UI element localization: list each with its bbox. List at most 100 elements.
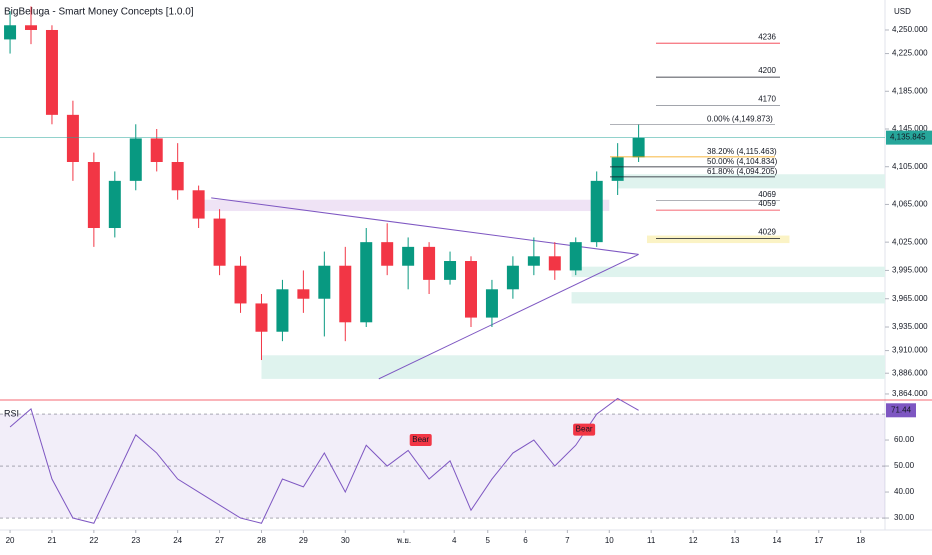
- candle-body: [234, 265, 247, 304]
- last-price-box: [886, 130, 932, 145]
- x-tick-label: 4: [452, 536, 457, 545]
- candle-body: [423, 246, 436, 280]
- x-tick-label: 30: [341, 536, 350, 545]
- level-label: 4236: [758, 32, 776, 41]
- zone: [261, 355, 885, 379]
- candle-body: [318, 265, 331, 299]
- y-tick-label: 3,995.000: [892, 266, 928, 275]
- candle-body: [150, 138, 163, 162]
- zone: [617, 174, 885, 189]
- last-value-box: [886, 403, 916, 418]
- candle-body: [402, 246, 415, 266]
- candle-body: [297, 289, 310, 299]
- candle-body: [339, 265, 352, 323]
- y-tick-label: 3,864.000: [892, 389, 928, 398]
- x-tick-label: พ.ย.: [397, 536, 411, 545]
- candle-body: [255, 303, 268, 332]
- annotation-label: Bear: [412, 435, 429, 444]
- candle-body: [276, 289, 289, 332]
- zone: [646, 235, 790, 244]
- candle-body: [464, 261, 477, 318]
- level-label: 4059: [758, 199, 776, 208]
- y-tick-label: 4,225.000: [892, 49, 928, 58]
- candle-body: [506, 265, 519, 290]
- x-tick-label: 12: [689, 536, 698, 545]
- candle-body: [87, 161, 100, 229]
- level-label: 4069: [758, 190, 776, 199]
- candle-body: [171, 161, 184, 191]
- x-tick-label: 20: [6, 536, 15, 545]
- annotation-box: [409, 434, 432, 447]
- rsi-title: RSI: [4, 408, 19, 418]
- candle-body: [569, 242, 582, 271]
- x-tick-label: 10: [605, 536, 614, 545]
- candle-body: [632, 137, 645, 158]
- candle-body: [548, 256, 561, 271]
- x-tick-label: 28: [257, 536, 266, 545]
- currency: USD: [894, 7, 911, 16]
- level-label: 4170: [758, 95, 776, 104]
- candle-body: [213, 218, 226, 266]
- y-tick-label: 3,965.000: [892, 294, 928, 303]
- candle-body: [444, 261, 457, 280]
- x-tick-label: 24: [173, 536, 182, 545]
- y-tick-label: 4,250.000: [892, 25, 928, 34]
- y-tick-label: 4,185.000: [892, 86, 928, 95]
- x-tick-label: 29: [299, 536, 308, 545]
- y-tick-label: 3,935.000: [892, 322, 928, 331]
- x-tick-label: 14: [772, 536, 781, 545]
- y-tick-label: 4,145.000: [892, 124, 928, 133]
- x-tick-label: 11: [647, 536, 656, 545]
- level-label: 4200: [758, 66, 776, 75]
- candle-body: [527, 256, 540, 266]
- zone: [571, 292, 885, 304]
- candle-body: [129, 138, 142, 181]
- last-price-label: 4,135.845: [890, 133, 926, 142]
- fib-label: 61.80% (4,094.205): [707, 167, 778, 176]
- x-tick-label: 23: [131, 536, 140, 545]
- y-tick-label: 3,910.000: [892, 346, 928, 355]
- x-tick-label: 5: [486, 536, 491, 545]
- y-tick-label: 4,025.000: [892, 237, 928, 246]
- candle-body: [108, 180, 121, 229]
- x-tick-label: 7: [565, 536, 570, 545]
- y-tick-label: 40.00: [894, 487, 915, 496]
- candle-body: [25, 25, 38, 30]
- candle-body: [4, 25, 17, 40]
- rsi-band-fill: [0, 414, 885, 519]
- candle-body: [590, 180, 603, 243]
- fib-label: 50.00% (4,104.834): [707, 157, 778, 166]
- x-tick-label: 18: [856, 536, 865, 545]
- y-tick-label: 30.00: [894, 513, 915, 522]
- x-tick-label: 22: [89, 536, 98, 545]
- y-tick-label: 4,065.000: [892, 200, 928, 209]
- zone: [571, 266, 885, 278]
- rsi-line: [9, 397, 639, 524]
- y-tick-label: 50.00: [894, 461, 915, 470]
- y-tick-label: 3,886.000: [892, 368, 928, 377]
- fib-label: 38.20% (4,115.463): [707, 147, 777, 156]
- x-tick-label: 17: [814, 536, 823, 545]
- last-value-label: 71.44: [891, 405, 912, 414]
- fib-label: 0.00% (4,149.873): [707, 115, 773, 124]
- candle-body: [381, 242, 394, 266]
- annotation-box: [573, 423, 596, 436]
- chart-title: BigBeluga - Smart Money Concepts [1.0.0]: [4, 7, 194, 18]
- candle-body: [360, 242, 373, 323]
- candle-body: [45, 29, 58, 115]
- x-tick-label: 6: [523, 536, 528, 545]
- y-tick-label: 60.00: [894, 435, 915, 444]
- y-tick-label: 4,105.000: [892, 162, 928, 171]
- zone: [202, 199, 610, 212]
- x-tick-label: 21: [48, 536, 57, 545]
- candle-body: [485, 289, 498, 318]
- candle-body: [66, 114, 79, 162]
- trendline: [378, 253, 639, 380]
- candle-body: [192, 190, 205, 219]
- x-tick-label: 27: [215, 536, 224, 545]
- annotation-label: Bear: [576, 425, 593, 434]
- candle-body: [611, 157, 624, 181]
- x-tick-label: 13: [731, 536, 740, 545]
- trendline: [211, 197, 639, 255]
